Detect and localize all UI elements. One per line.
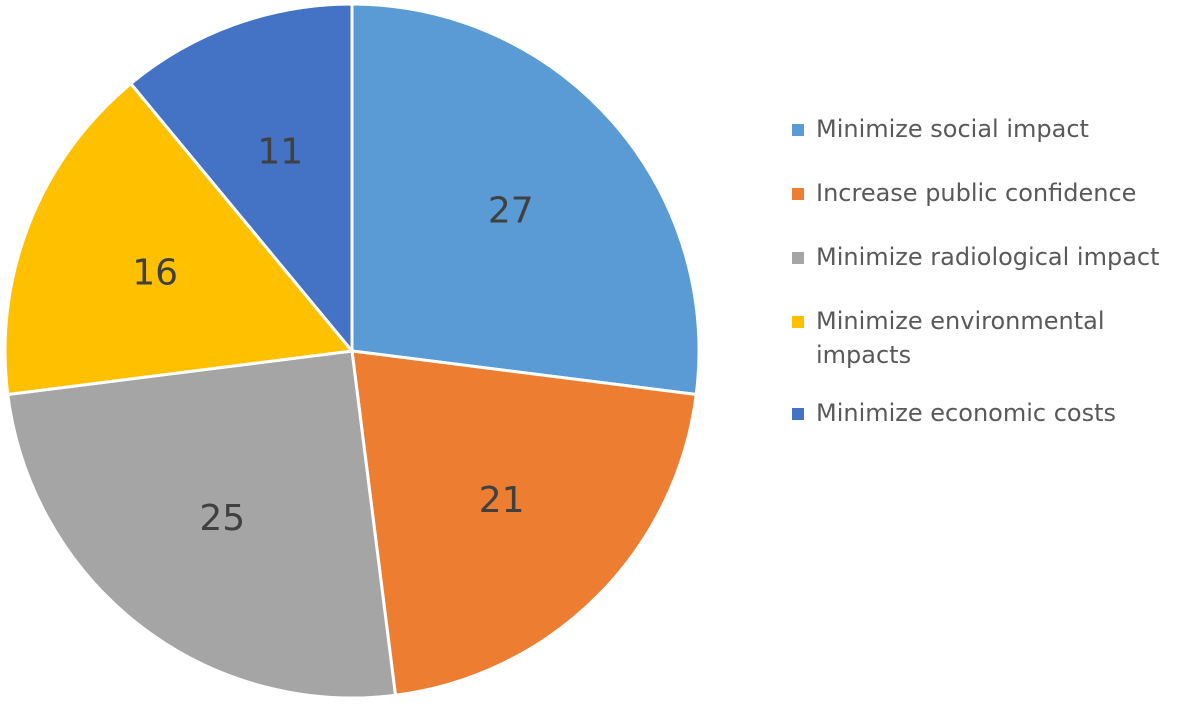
legend-item-increase-public-confidence: Increase public confidence xyxy=(792,176,1192,210)
legend-swatch xyxy=(792,252,804,264)
legend-item-minimize-economic-costs: Minimize economic costs xyxy=(792,396,1192,430)
chart-legend: Minimize social impact Increase public c… xyxy=(792,112,1192,430)
data-label-increase-public-confidence: 21 xyxy=(479,480,525,521)
legend-label: Minimize economic costs xyxy=(816,399,1116,427)
legend-swatch xyxy=(792,408,804,420)
data-label-minimize-radiological-impact: 25 xyxy=(199,498,245,539)
data-label-minimize-economic-costs: 11 xyxy=(257,131,303,172)
pie-slice-increase-public-confidence xyxy=(350,349,698,697)
legend-label: Minimize social impact xyxy=(816,115,1089,143)
pie-slice-minimize-economic-costs xyxy=(129,2,354,353)
legend-item-minimize-radiological-impact: Minimize radiological impact xyxy=(792,240,1192,274)
pie-slices xyxy=(3,2,701,700)
legend-item-minimize-social-impact: Minimize social impact xyxy=(792,112,1192,146)
legend-swatch xyxy=(792,316,804,328)
pie-slice-minimize-radiological-impact xyxy=(6,349,397,700)
pie-chart: 27 21 25 16 11 xyxy=(3,2,701,700)
pie-slice-minimize-environmental-impacts xyxy=(3,82,354,396)
legend-item-minimize-environmental-impacts: Minimize environmental impacts xyxy=(792,304,1146,372)
legend-swatch xyxy=(792,188,804,200)
legend-label: Minimize radiological impact xyxy=(816,243,1160,271)
data-label-minimize-social-impact: 27 xyxy=(488,191,534,232)
legend-label: Minimize environmental impacts xyxy=(816,307,1105,369)
pie-slice-labels: 27 21 25 16 11 xyxy=(132,131,533,538)
pie-slice-minimize-social-impact xyxy=(350,2,701,396)
legend-label: Increase public confidence xyxy=(816,179,1137,207)
data-label-minimize-environmental-impacts: 16 xyxy=(132,253,178,294)
legend-swatch xyxy=(792,124,804,136)
